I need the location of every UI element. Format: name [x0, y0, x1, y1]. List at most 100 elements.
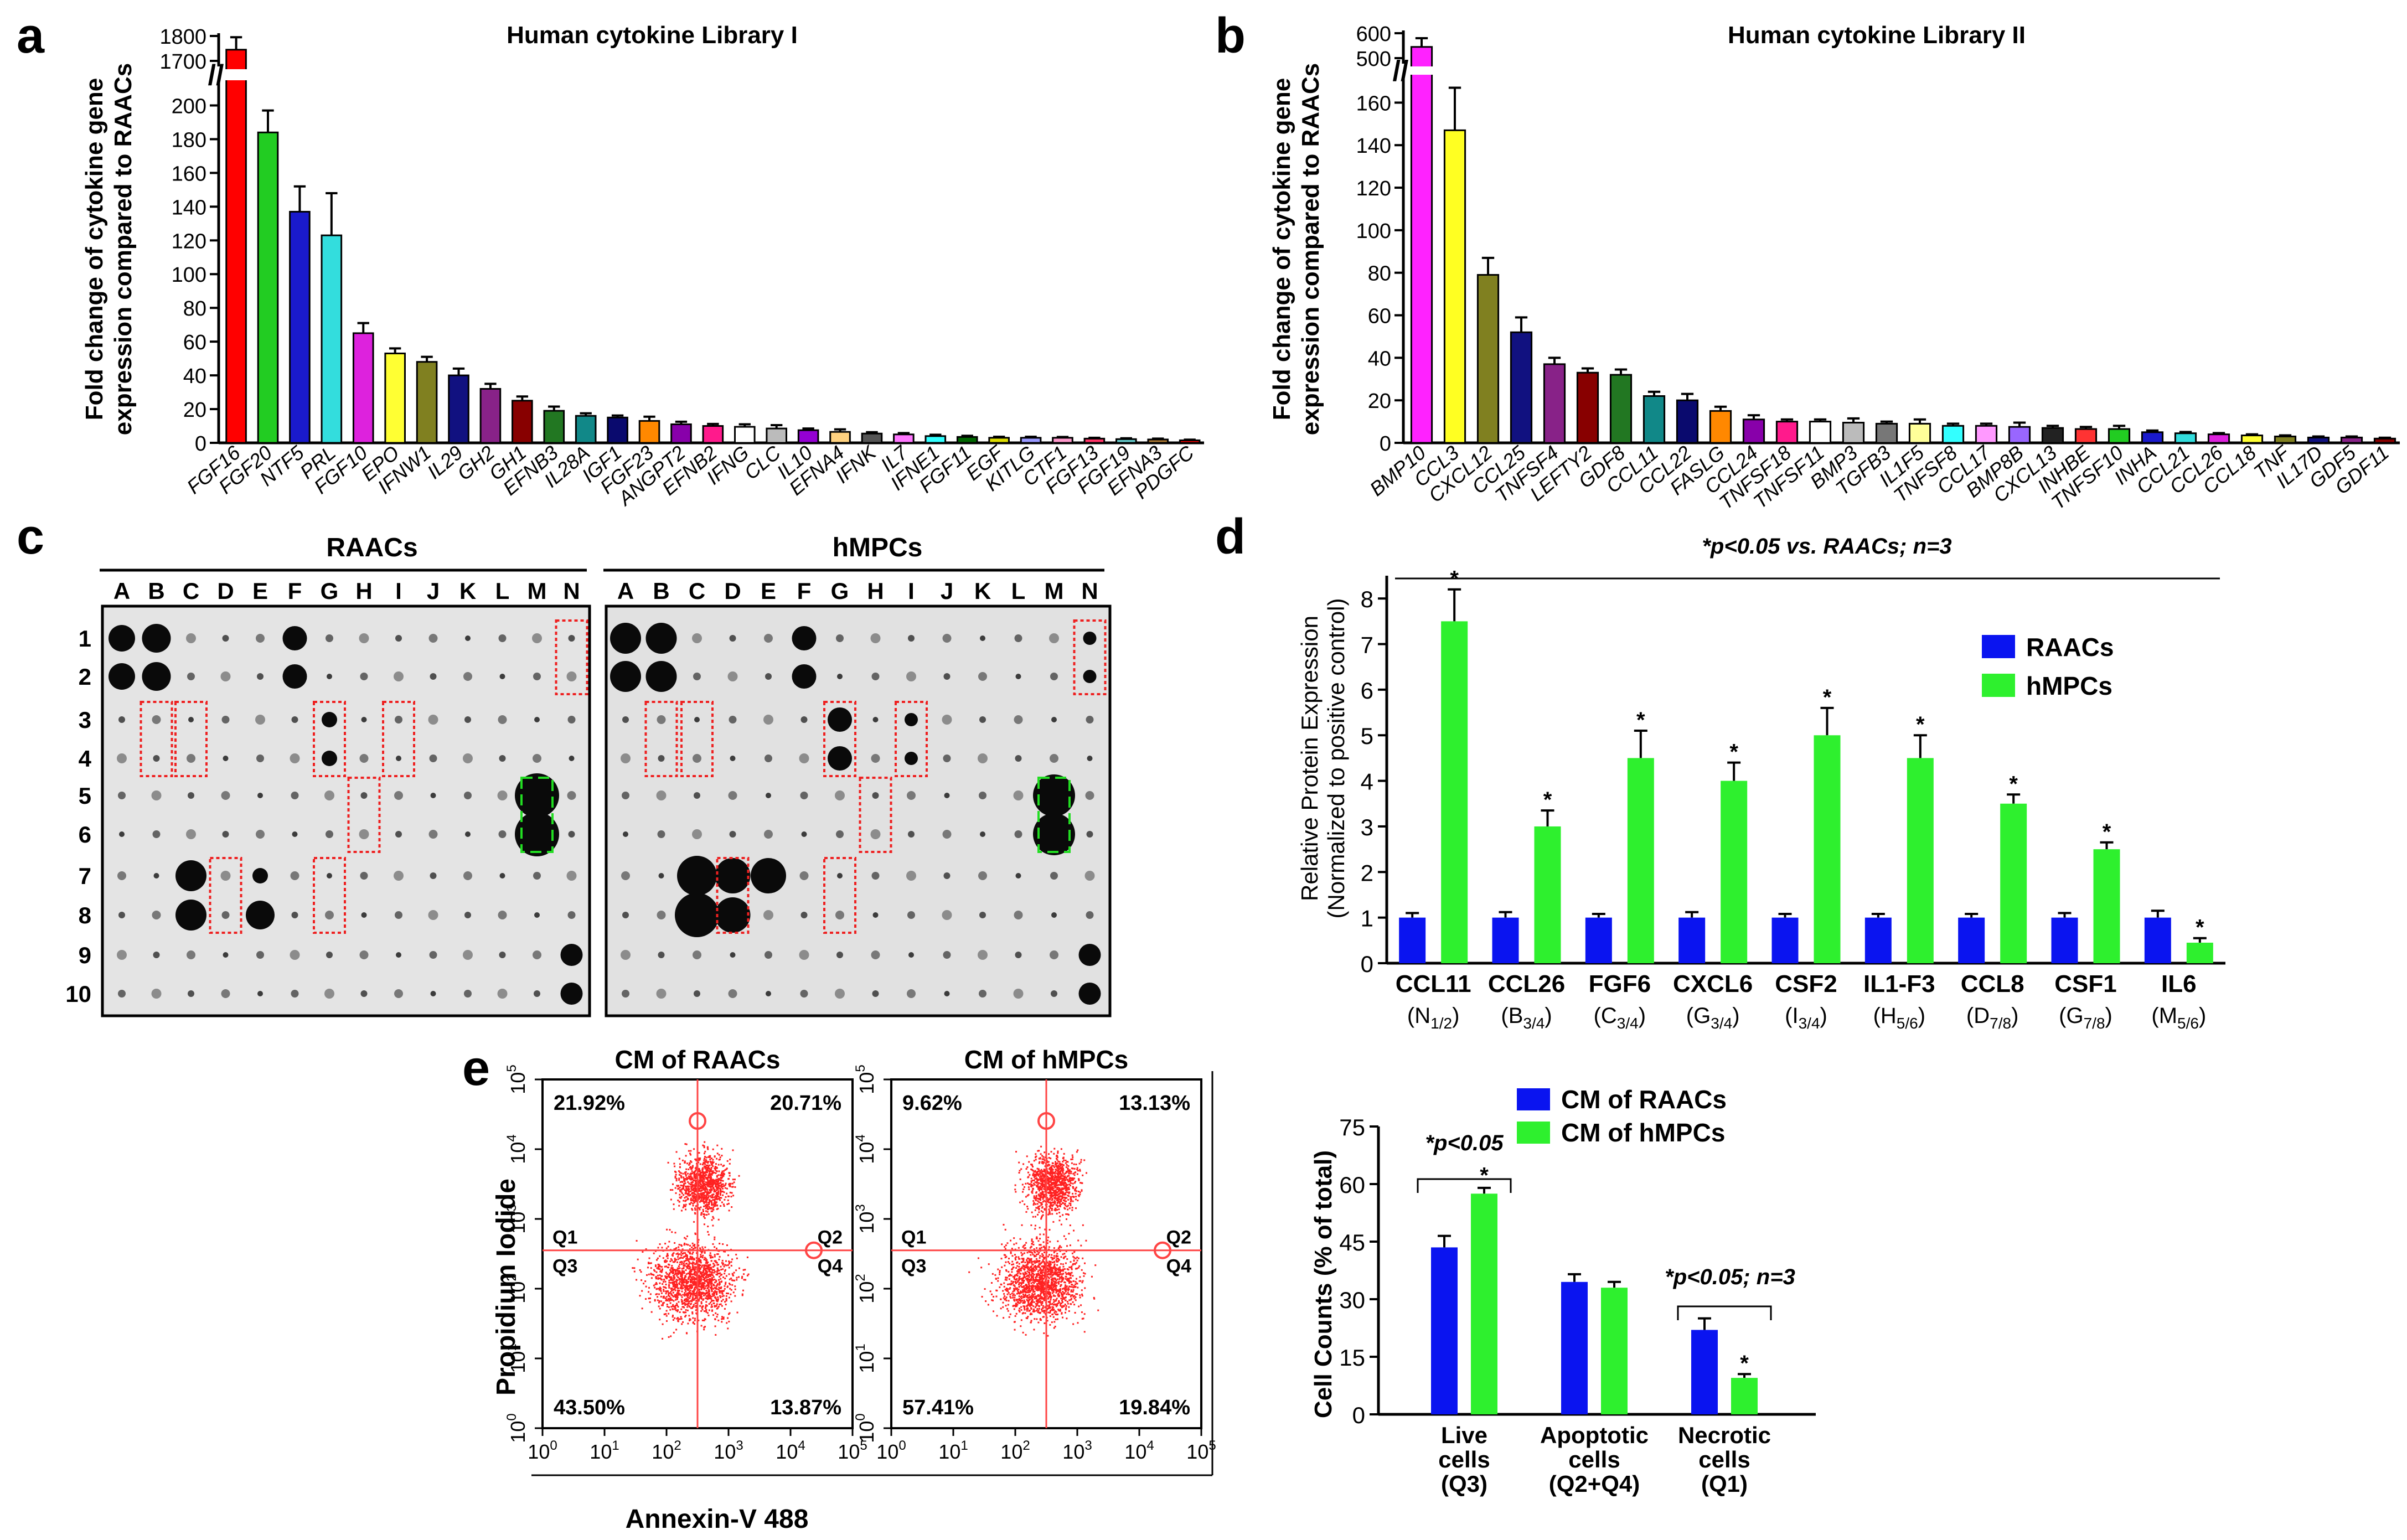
blot-hmpcs-spot-F4	[799, 753, 809, 763]
flow-point-raacs-2184	[694, 1207, 696, 1210]
flow-point-raacs-888	[703, 1195, 705, 1197]
flow-point-raacs-1295	[698, 1266, 700, 1268]
flow-point-hmpcs-644	[1055, 1164, 1057, 1166]
flow-point-raacs-1172	[681, 1301, 683, 1303]
flow-point-hmpcs-771	[1048, 1265, 1051, 1268]
flow-point-raacs-2024	[666, 1304, 668, 1306]
flow-point-hmpcs-323	[1039, 1255, 1041, 1257]
flow-point-raacs-1918	[723, 1173, 725, 1175]
flow-point-raacs-1970	[685, 1255, 687, 1257]
flow-point-hmpcs-349	[1013, 1288, 1015, 1290]
flow-point-hmpcs-627	[1035, 1273, 1037, 1275]
flow-point-hmpcs-456	[1057, 1293, 1060, 1295]
panel-a-ylabel-line2: expression compared to RAACs	[110, 63, 137, 435]
panel-d-bar-RAACs-IL1-F3	[1864, 917, 1892, 963]
blot-raacs-spot-B8	[152, 911, 161, 919]
blot-hmpcs-spot-I9	[908, 952, 914, 958]
flow-point-raacs-2373	[667, 1257, 669, 1259]
panel-d-xlabel-CCL8: CCL8	[1961, 970, 2024, 998]
blot-raacs-spot-J8	[428, 910, 438, 920]
blot-hmpcs-spot-M3	[1051, 717, 1057, 722]
flow-point-raacs-736	[709, 1264, 711, 1266]
flow-point-raacs-1049	[710, 1162, 712, 1164]
flow-point-raacs-1588	[704, 1190, 706, 1192]
flow-point-hmpcs-1099	[1037, 1265, 1039, 1267]
blot-row-1: 1	[79, 626, 91, 652]
flow-xtick-exp-raacs-1: 1	[612, 1438, 619, 1453]
flow-point-raacs-2169	[695, 1291, 698, 1294]
flow-point-raacs-2055	[727, 1264, 729, 1267]
flow-point-raacs-1465	[726, 1187, 729, 1190]
blot-hmpcs-col-J: J	[941, 578, 953, 604]
flow-ytick-exp-raacs-2: 2	[504, 1274, 519, 1281]
flow-point-raacs-2530	[660, 1300, 663, 1303]
flow-point-raacs-1106	[686, 1162, 688, 1165]
flow-point-raacs-287	[700, 1267, 702, 1269]
flow-point-hmpcs-54	[1075, 1181, 1077, 1183]
flow-point-raacs-2376	[704, 1141, 706, 1143]
flow-point-hmpcs-795	[1020, 1283, 1022, 1285]
flow-point-raacs-427	[664, 1297, 667, 1299]
flow-point-raacs-1010	[650, 1311, 653, 1313]
flow-point-raacs-1733	[731, 1182, 734, 1185]
flow-point-raacs-1821	[689, 1295, 691, 1297]
flow-point-raacs-2258	[711, 1210, 714, 1212]
blot-hmpcs-spot-E10	[766, 991, 771, 996]
flow-point-hmpcs-1445	[1036, 1182, 1038, 1184]
blot-hmpcs-spot-K3	[979, 716, 986, 723]
flow-point-raacs-2382	[700, 1295, 703, 1298]
flow-point-raacs-677	[722, 1316, 725, 1319]
flow-point-hmpcs-803	[1021, 1281, 1024, 1284]
flow-point-raacs-2457	[700, 1275, 703, 1278]
flow-point-raacs-834	[665, 1247, 668, 1249]
flow-point-hmpcs-270	[1060, 1164, 1062, 1166]
flow-point-raacs-1802	[647, 1262, 649, 1264]
flow-point-raacs-1840	[685, 1276, 687, 1278]
flow-point-raacs-2139	[705, 1167, 707, 1169]
blot-raacs-spot-L5	[497, 790, 508, 800]
panel-d-position-part-CCL8-1: D	[1974, 1004, 1990, 1028]
flow-point-raacs-1424	[685, 1196, 687, 1198]
flow-point-raacs-793	[701, 1164, 704, 1166]
flow-point-hmpcs-941	[1050, 1151, 1052, 1153]
flow-point-hmpcs-2	[1061, 1279, 1063, 1281]
flow-point-hmpcs-821	[1044, 1322, 1046, 1324]
flow-point-raacs-655	[729, 1288, 731, 1290]
flow-point-hmpcs-659	[1003, 1293, 1005, 1295]
flow-point-hmpcs-695	[1041, 1290, 1043, 1292]
blot-row-5: 5	[79, 783, 91, 809]
flow-point-raacs-2107	[704, 1167, 706, 1170]
flow-point-hmpcs-1366	[1050, 1278, 1052, 1280]
flow-point-raacs-1252	[699, 1172, 701, 1175]
flow-point-raacs-2583	[674, 1258, 676, 1260]
flow-point-raacs-507	[731, 1273, 734, 1275]
flow-point-raacs-2070	[681, 1181, 683, 1183]
flow-point-raacs-816	[688, 1289, 690, 1291]
flow-point-hmpcs-285	[1083, 1313, 1086, 1315]
flow-point-raacs-2129	[712, 1187, 715, 1189]
flow-point-raacs-2312	[683, 1180, 685, 1182]
flow-point-raacs-2546	[710, 1170, 712, 1172]
panel-a-bar-IL28A	[575, 415, 597, 444]
panel-b-bar-LEFTY2	[1576, 371, 1599, 444]
flow-point-raacs-1023	[691, 1265, 694, 1267]
flow-point-hmpcs-1149	[1047, 1186, 1050, 1188]
flow-point-hmpcs-933	[1039, 1275, 1041, 1277]
blot-hmpcs-box-G7-8	[823, 857, 856, 934]
flow-point-hmpcs-1049	[1007, 1310, 1009, 1312]
flow-point-raacs-575	[707, 1201, 710, 1203]
flow-point-raacs-2299	[705, 1285, 707, 1287]
flow-point-raacs-2010	[704, 1156, 706, 1158]
panel-d-bar-hMPCs-CCL11	[1441, 621, 1468, 963]
blot-raacs-spot-B5	[151, 790, 162, 800]
flow-point-hmpcs-130	[1010, 1274, 1013, 1277]
flow-point-raacs-1467	[724, 1198, 726, 1201]
flow-point-raacs-1780	[710, 1268, 712, 1270]
flow-point-raacs-972	[705, 1259, 707, 1262]
flow-point-raacs-31	[722, 1180, 724, 1182]
flow-point-raacs-278	[654, 1270, 656, 1272]
flow-point-raacs-1868	[689, 1293, 691, 1295]
flow-point-raacs-262	[729, 1284, 731, 1286]
flow-point-raacs-1786	[668, 1284, 670, 1286]
panel-a-title: Human cytokine Library I	[507, 22, 798, 49]
